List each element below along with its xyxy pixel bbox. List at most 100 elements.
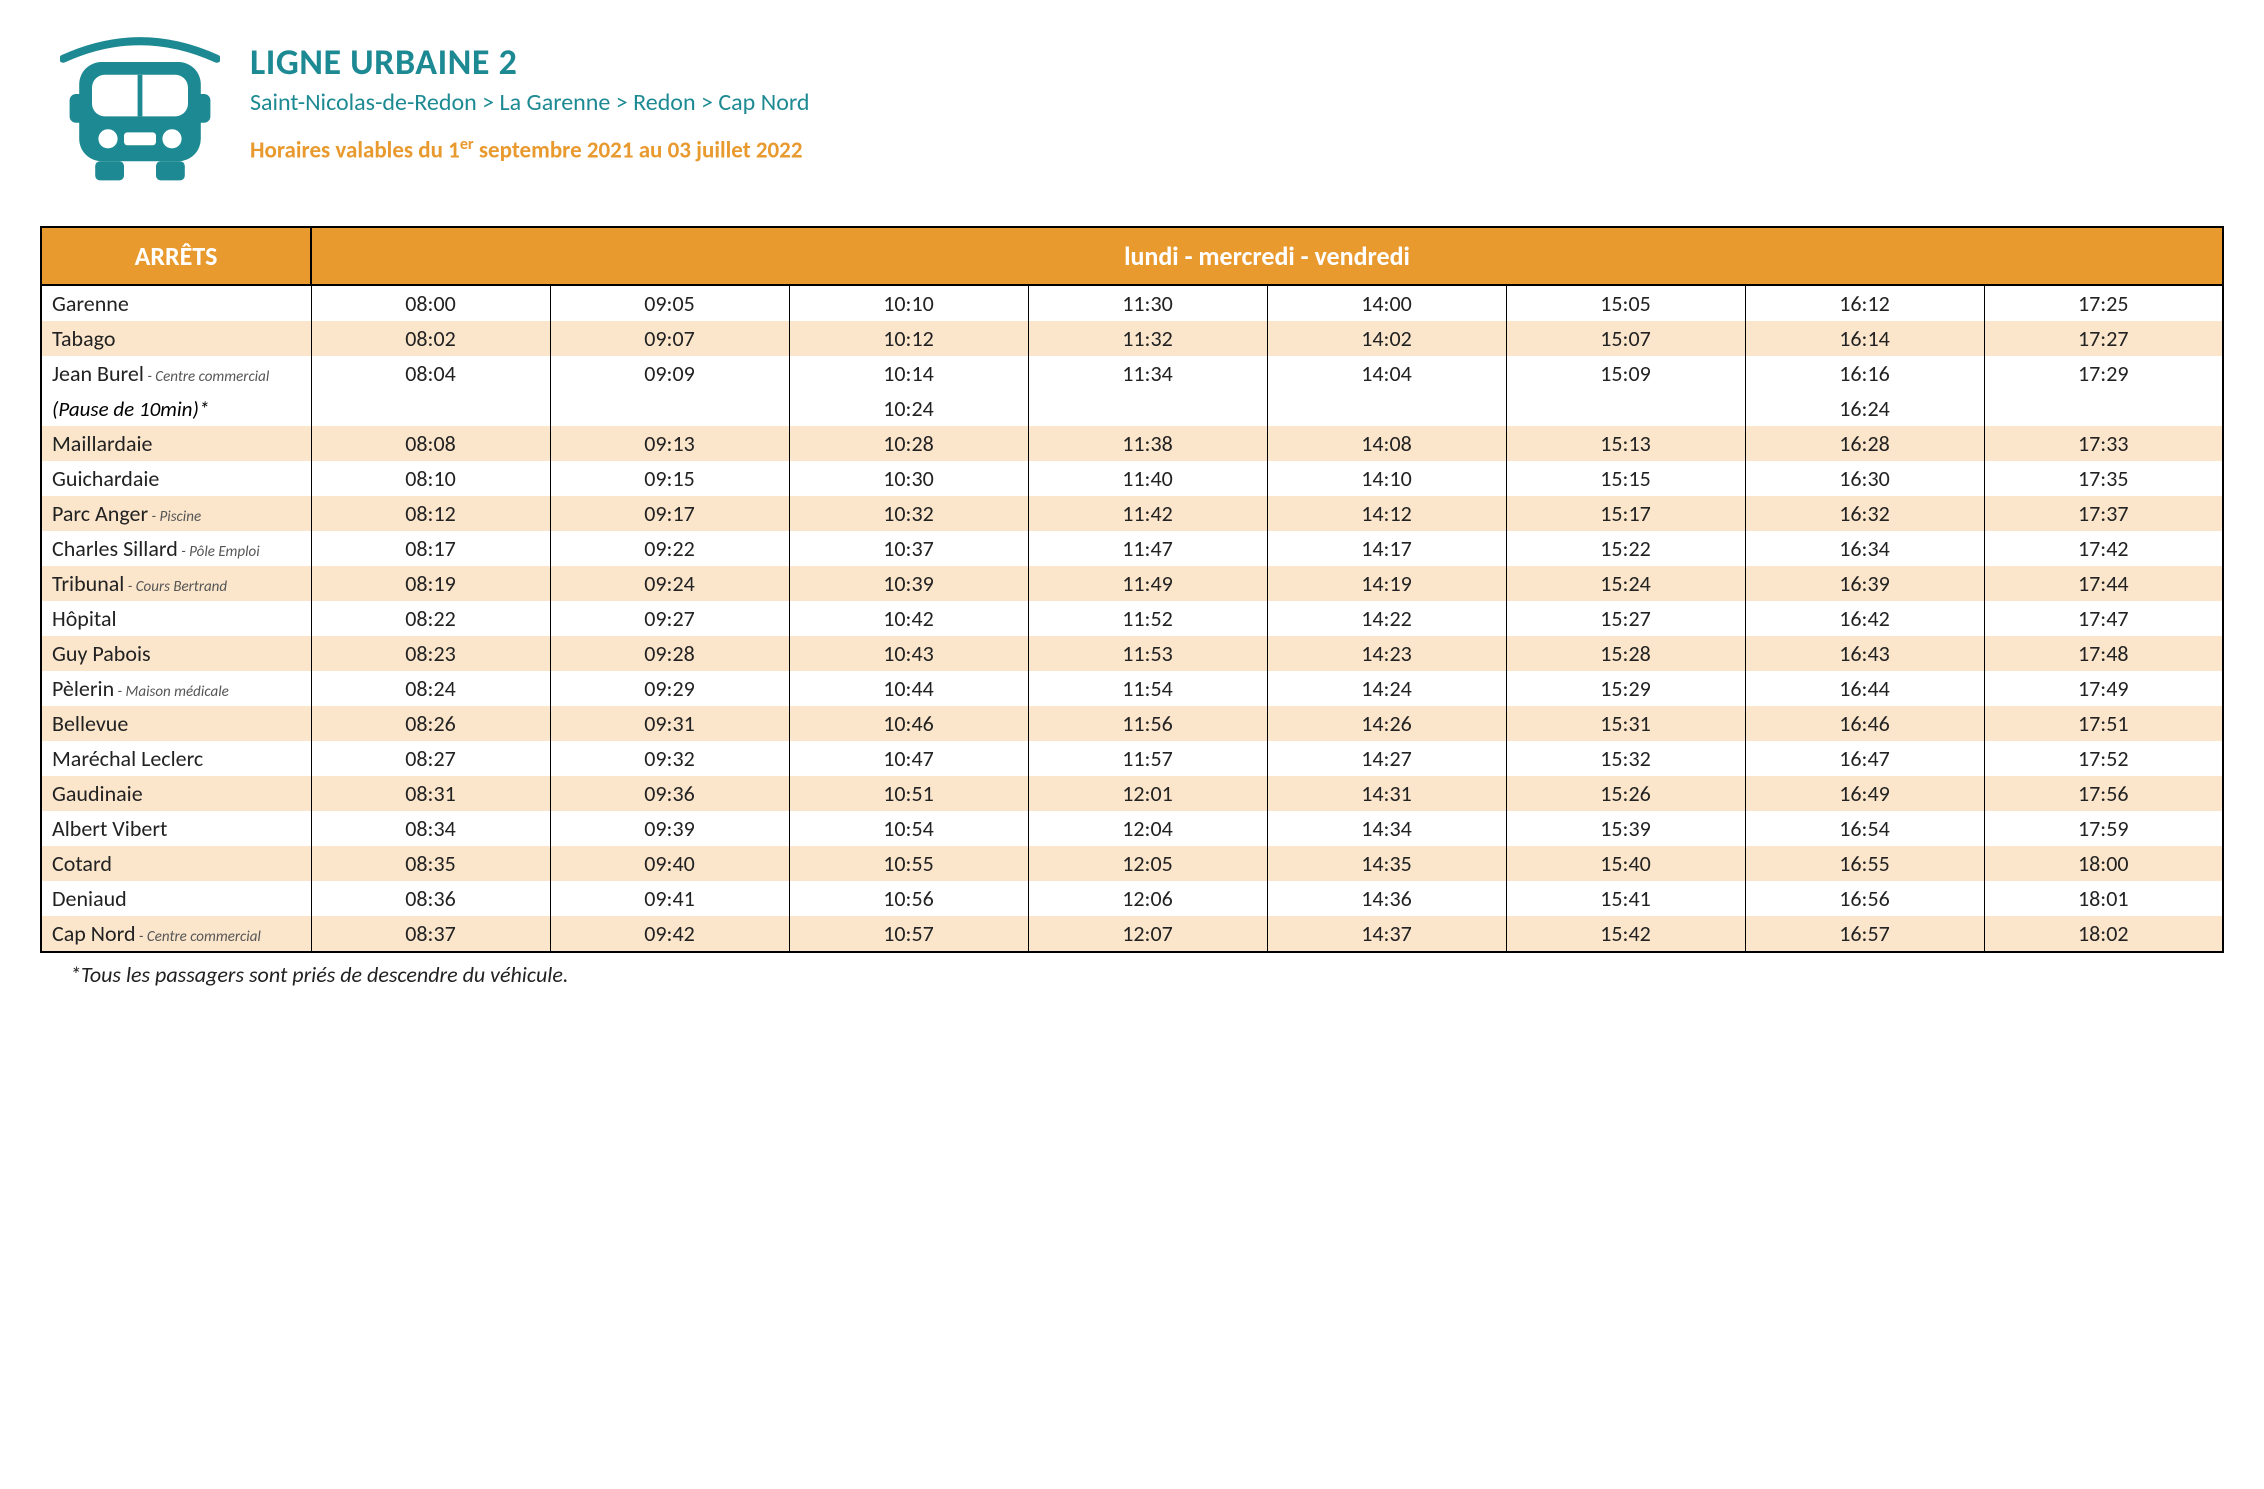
stop-name: Parc Anger - Piscine <box>41 496 311 531</box>
time-cell: 09:29 <box>550 671 789 706</box>
time-cell: 11:47 <box>1028 531 1267 566</box>
validity-prefix: Horaires valables du 1 <box>250 137 460 165</box>
title-block: LIGNE URBAINE 2 Saint-Nicolas-de-Redon >… <box>250 30 810 165</box>
time-cell: 11:34 <box>1028 356 1267 391</box>
time-cell: 09:24 <box>550 566 789 601</box>
time-cell: 08:35 <box>311 846 550 881</box>
route-text: Saint-Nicolas-de-Redon > La Garenne > Re… <box>250 88 810 117</box>
time-cell: 09:05 <box>550 285 789 321</box>
time-cell: 10:43 <box>789 636 1028 671</box>
time-cell: 08:17 <box>311 531 550 566</box>
time-cell: 16:47 <box>1745 741 1984 776</box>
time-cell: 10:30 <box>789 461 1028 496</box>
time-cell: 18:02 <box>1984 916 2223 952</box>
time-cell: 14:12 <box>1267 496 1506 531</box>
table-row: Parc Anger - Piscine08:1209:1710:3211:42… <box>41 496 2223 531</box>
time-cell: 11:40 <box>1028 461 1267 496</box>
time-cell: 15:39 <box>1506 811 1745 846</box>
time-cell: 14:36 <box>1267 881 1506 916</box>
stop-name: Jean Burel - Centre commercial <box>41 356 311 391</box>
time-cell: 14:10 <box>1267 461 1506 496</box>
time-cell: 15:13 <box>1506 426 1745 461</box>
time-cell: 08:26 <box>311 706 550 741</box>
timetable: ARRÊTS lundi - mercredi - vendredi Garen… <box>40 226 2224 953</box>
time-cell: 14:23 <box>1267 636 1506 671</box>
time-cell: 09:13 <box>550 426 789 461</box>
time-cell: 16:49 <box>1745 776 1984 811</box>
table-row: Gaudinaie08:3109:3610:5112:0114:3115:261… <box>41 776 2223 811</box>
time-cell: 16:39 <box>1745 566 1984 601</box>
stop-name: Charles Sillard - Pôle Emploi <box>41 531 311 566</box>
time-cell: 17:59 <box>1984 811 2223 846</box>
time-cell: 16:16 <box>1745 356 1984 391</box>
time-cell: 08:31 <box>311 776 550 811</box>
time-cell: 17:56 <box>1984 776 2223 811</box>
time-cell: 08:27 <box>311 741 550 776</box>
time-cell: 08:36 <box>311 881 550 916</box>
time-cell: 08:00 <box>311 285 550 321</box>
time-cell <box>311 391 550 426</box>
table-row: Bellevue08:2609:3110:4611:5614:2615:3116… <box>41 706 2223 741</box>
time-cell: 09:39 <box>550 811 789 846</box>
time-cell: 08:04 <box>311 356 550 391</box>
time-cell: 14:31 <box>1267 776 1506 811</box>
validity-suffix: septembre 2021 au 03 juillet 2022 <box>474 137 803 165</box>
time-cell: 15:09 <box>1506 356 1745 391</box>
table-row: Jean Burel - Centre commercial08:0409:09… <box>41 356 2223 391</box>
time-cell: 12:05 <box>1028 846 1267 881</box>
time-cell: 15:17 <box>1506 496 1745 531</box>
time-cell: 09:32 <box>550 741 789 776</box>
time-cell: 16:54 <box>1745 811 1984 846</box>
time-cell: 10:12 <box>789 321 1028 356</box>
time-cell: 14:24 <box>1267 671 1506 706</box>
time-cell: 09:09 <box>550 356 789 391</box>
time-cell: 16:42 <box>1745 601 1984 636</box>
time-cell: 10:57 <box>789 916 1028 952</box>
time-cell <box>1028 391 1267 426</box>
stop-name: Maillardaie <box>41 426 311 461</box>
time-cell: 17:27 <box>1984 321 2223 356</box>
time-cell: 09:42 <box>550 916 789 952</box>
time-cell: 15:05 <box>1506 285 1745 321</box>
time-cell: 11:42 <box>1028 496 1267 531</box>
time-cell: 10:10 <box>789 285 1028 321</box>
stop-name: Tribunal - Cours Bertrand <box>41 566 311 601</box>
table-row: Tribunal - Cours Bertrand08:1909:2410:39… <box>41 566 2223 601</box>
time-cell: 14:26 <box>1267 706 1506 741</box>
time-cell: 17:42 <box>1984 531 2223 566</box>
table-row: Cotard08:3509:4010:5512:0514:3515:4016:5… <box>41 846 2223 881</box>
stop-name: Cotard <box>41 846 311 881</box>
bus-icon <box>60 30 220 196</box>
validity-text: Horaires valables du 1er septembre 2021 … <box>250 135 810 165</box>
time-cell: 15:40 <box>1506 846 1745 881</box>
time-cell: 15:15 <box>1506 461 1745 496</box>
time-cell: 16:12 <box>1745 285 1984 321</box>
stop-name: Guichardaie <box>41 461 311 496</box>
time-cell: 16:44 <box>1745 671 1984 706</box>
time-cell: 09:28 <box>550 636 789 671</box>
time-cell: 17:33 <box>1984 426 2223 461</box>
time-cell: 08:37 <box>311 916 550 952</box>
time-cell <box>1984 391 2223 426</box>
time-cell: 17:44 <box>1984 566 2223 601</box>
time-cell: 09:22 <box>550 531 789 566</box>
table-row: (Pause de 10min)*10:2416:24 <box>41 391 2223 426</box>
time-cell: 16:32 <box>1745 496 1984 531</box>
time-cell <box>550 391 789 426</box>
time-cell: 11:32 <box>1028 321 1267 356</box>
table-row: Guichardaie08:1009:1510:3011:4014:1015:1… <box>41 461 2223 496</box>
time-cell: 10:32 <box>789 496 1028 531</box>
time-cell: 08:24 <box>311 671 550 706</box>
pause-label: (Pause de 10min)* <box>41 391 311 426</box>
time-cell: 17:51 <box>1984 706 2223 741</box>
time-cell: 17:25 <box>1984 285 2223 321</box>
footnote-text: *Tous les passagers sont priés de descen… <box>40 961 2224 988</box>
time-cell: 16:55 <box>1745 846 1984 881</box>
time-cell: 15:27 <box>1506 601 1745 636</box>
table-row: Albert Vibert08:3409:3910:5412:0414:3415… <box>41 811 2223 846</box>
time-cell: 10:54 <box>789 811 1028 846</box>
time-cell: 16:28 <box>1745 426 1984 461</box>
time-cell <box>1267 391 1506 426</box>
time-cell: 16:57 <box>1745 916 1984 952</box>
time-cell: 08:02 <box>311 321 550 356</box>
